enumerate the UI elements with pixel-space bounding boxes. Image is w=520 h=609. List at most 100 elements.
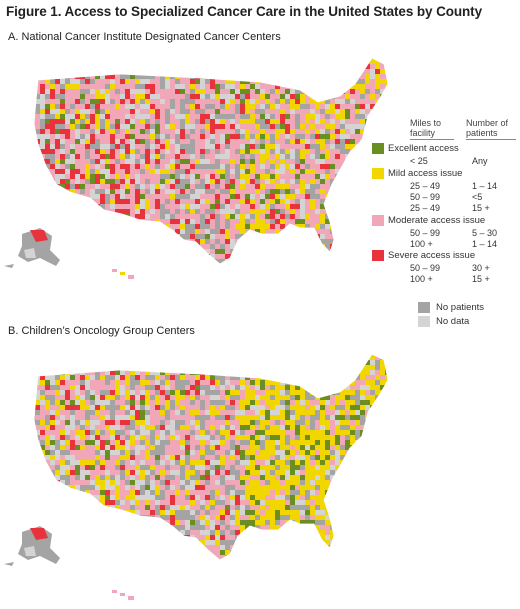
county-cell <box>125 465 130 470</box>
county-cell <box>130 89 135 94</box>
county-cell <box>345 355 350 360</box>
county-cell <box>300 209 305 214</box>
county-cell <box>90 430 95 435</box>
county-cell <box>310 375 315 380</box>
county-cell <box>370 410 375 415</box>
county-cell <box>175 465 180 470</box>
county-cell <box>205 264 210 269</box>
county-cell <box>250 354 255 355</box>
county-cell <box>90 254 95 259</box>
county-cell <box>34 174 35 179</box>
county-cell <box>185 354 190 355</box>
county-cell <box>360 415 365 420</box>
county-cell <box>175 219 180 224</box>
county-cell <box>55 440 60 445</box>
county-cell <box>90 109 95 114</box>
county-cell <box>135 99 140 104</box>
county-cell <box>165 179 170 184</box>
county-cell <box>360 390 365 395</box>
county-cell <box>280 194 285 199</box>
county-cell <box>100 144 105 149</box>
county-cell <box>205 244 210 249</box>
county-cell <box>135 119 140 124</box>
county-cell <box>165 109 170 114</box>
county-cell <box>370 194 375 199</box>
county-cell <box>335 89 340 94</box>
county-cell <box>335 149 340 154</box>
county-cell <box>50 224 55 229</box>
county-cell <box>55 69 60 74</box>
county-cell <box>75 64 80 69</box>
county-cell <box>385 455 388 460</box>
county-cell <box>35 94 40 99</box>
county-cell <box>370 390 375 395</box>
county-cell <box>120 360 125 365</box>
county-cell <box>340 425 345 430</box>
county-cell <box>120 450 125 455</box>
county-cell <box>105 64 110 69</box>
county-cell <box>55 380 60 385</box>
county-cell <box>195 400 200 405</box>
county-cell <box>50 440 55 445</box>
county-cell <box>220 58 225 59</box>
county-cell <box>60 159 65 164</box>
county-cell <box>285 410 290 415</box>
county-cell <box>135 84 140 89</box>
county-cell <box>375 89 380 94</box>
county-cell <box>255 149 260 154</box>
county-cell <box>390 370 395 375</box>
county-cell <box>60 375 65 380</box>
county-cell <box>170 360 175 365</box>
county-cell <box>145 355 150 360</box>
county-cell <box>240 58 245 59</box>
county-cell <box>40 179 45 184</box>
county-cell <box>230 219 235 224</box>
county-cell <box>34 430 35 435</box>
county-cell <box>80 259 85 264</box>
county-cell <box>40 395 45 400</box>
county-cell <box>200 58 205 59</box>
county-cell <box>90 74 95 79</box>
county-cell <box>255 460 260 465</box>
county-cell <box>120 199 125 204</box>
county-cell <box>160 89 165 94</box>
county-cell <box>70 435 75 440</box>
county-cell <box>205 89 210 94</box>
county-cell <box>110 254 115 259</box>
county-cell <box>240 204 245 209</box>
county-cell <box>105 89 110 94</box>
county-cell <box>335 264 340 269</box>
county-cell <box>345 219 350 224</box>
county-cell <box>230 264 235 269</box>
county-cell <box>340 169 345 174</box>
county-cell <box>140 420 145 425</box>
county-cell <box>160 405 165 410</box>
county-cell <box>150 174 155 179</box>
county-cell <box>270 239 275 244</box>
county-cell <box>275 395 280 400</box>
county-cell <box>45 139 50 144</box>
county-cell <box>95 385 100 390</box>
county-cell <box>115 470 120 475</box>
county-cell <box>235 395 240 400</box>
county-cell <box>100 229 105 234</box>
county-cell <box>55 58 60 59</box>
county-cell <box>295 189 300 194</box>
county-cell <box>230 455 235 460</box>
county-cell <box>380 470 385 475</box>
county-cell <box>350 264 355 269</box>
county-cell <box>35 365 40 370</box>
county-cell <box>195 194 200 199</box>
county-cell <box>265 94 270 99</box>
county-cell <box>205 94 210 99</box>
county-cell <box>155 415 160 420</box>
county-cell <box>320 254 325 259</box>
county-cell <box>150 400 155 405</box>
county-cell <box>390 440 395 445</box>
county-cell <box>335 450 340 455</box>
county-cell <box>35 119 40 124</box>
county-cell <box>120 365 125 370</box>
county-cell <box>265 420 270 425</box>
county-cell <box>295 104 300 109</box>
county-cell <box>255 169 260 174</box>
